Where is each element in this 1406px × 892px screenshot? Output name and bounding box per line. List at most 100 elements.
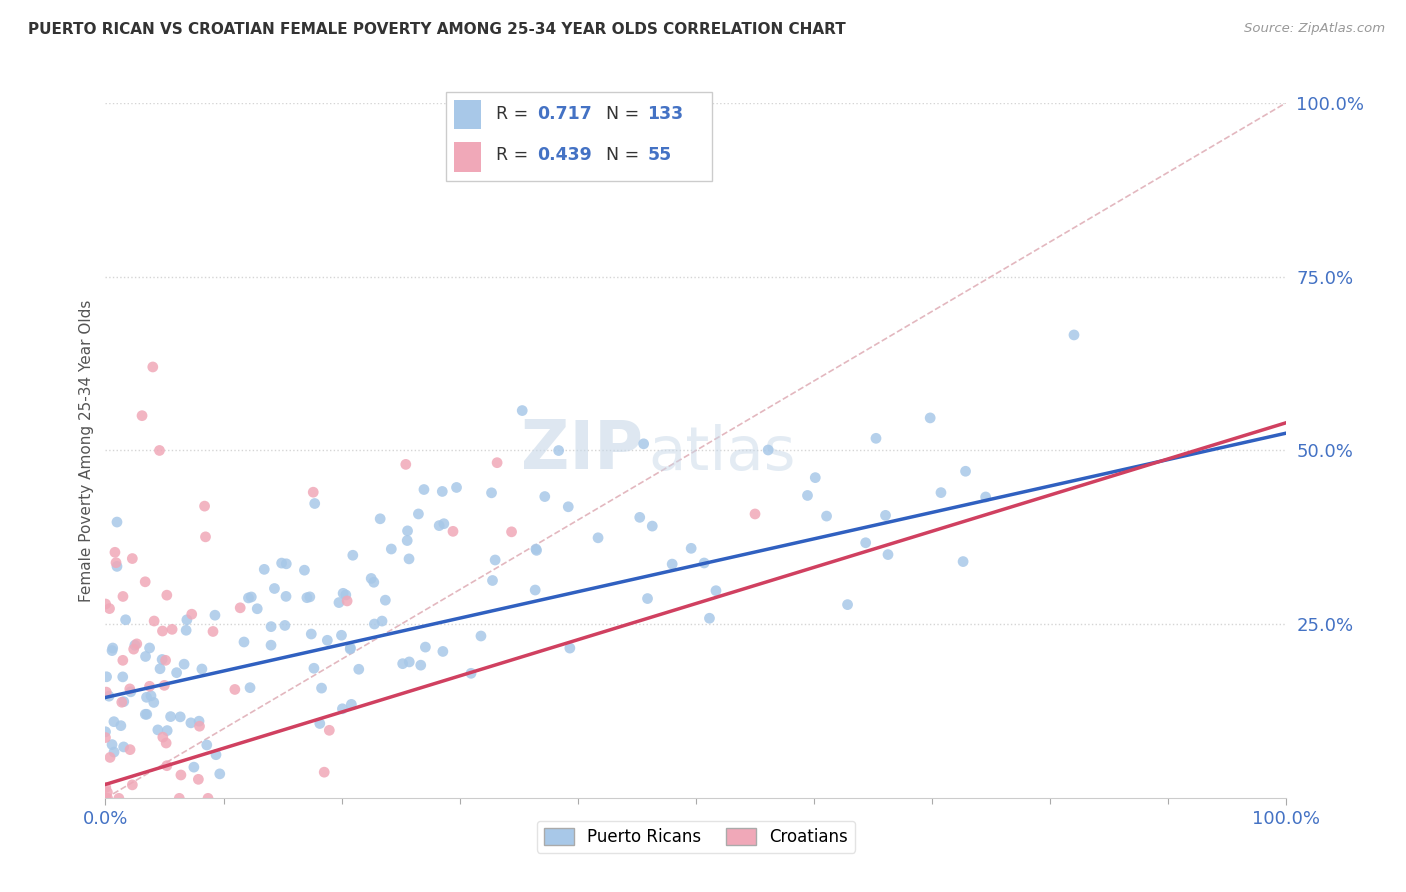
Point — [238, 591, 260, 605]
Point — [637, 591, 659, 606]
Point — [121, 778, 143, 792]
Point — [101, 640, 124, 655]
Point — [142, 695, 165, 709]
Point — [340, 698, 363, 712]
Point — [156, 588, 179, 602]
Point — [194, 530, 217, 544]
Point — [308, 716, 330, 731]
Point — [112, 739, 135, 754]
Point — [138, 679, 160, 693]
FancyBboxPatch shape — [446, 92, 711, 181]
Point — [205, 747, 228, 762]
Point — [815, 509, 838, 524]
Point — [368, 512, 391, 526]
Point — [314, 765, 336, 780]
Point — [149, 662, 172, 676]
Point — [804, 470, 827, 484]
Point — [112, 695, 135, 709]
Text: 133: 133 — [647, 105, 683, 123]
Point — [558, 641, 581, 656]
Point — [398, 655, 420, 669]
FancyBboxPatch shape — [454, 142, 481, 171]
Point — [276, 557, 298, 571]
Point — [191, 662, 214, 676]
Point — [101, 643, 124, 657]
Point — [409, 658, 432, 673]
Point — [98, 601, 121, 615]
Point — [120, 685, 142, 699]
Point — [110, 719, 132, 733]
Point — [197, 791, 219, 805]
Text: ZIP: ZIP — [520, 417, 643, 483]
Point — [121, 551, 143, 566]
Point — [239, 681, 262, 695]
Point — [1063, 327, 1085, 342]
Point — [628, 510, 651, 524]
Point — [105, 515, 128, 529]
Point — [122, 642, 145, 657]
Point — [661, 557, 683, 571]
Point — [94, 780, 117, 795]
Point — [96, 685, 118, 699]
Point — [294, 563, 316, 577]
Point — [295, 591, 318, 605]
Point — [96, 670, 118, 684]
Point — [681, 541, 703, 556]
Point — [374, 593, 396, 607]
Text: 0.439: 0.439 — [537, 146, 592, 164]
Point — [103, 745, 125, 759]
Point — [170, 768, 193, 782]
Point — [460, 666, 482, 681]
Point — [188, 714, 211, 729]
Point — [408, 507, 430, 521]
Point — [391, 657, 413, 671]
Point — [169, 710, 191, 724]
Point — [194, 499, 217, 513]
Point — [152, 730, 174, 744]
Point — [302, 485, 325, 500]
Point — [557, 500, 579, 514]
Point — [142, 359, 165, 374]
Point — [229, 600, 252, 615]
Point — [470, 629, 492, 643]
Point — [233, 635, 256, 649]
Point — [481, 485, 503, 500]
Point — [339, 642, 361, 657]
Point — [524, 542, 547, 557]
Point — [877, 548, 900, 562]
Point — [952, 555, 974, 569]
Point — [143, 614, 166, 628]
Point — [224, 682, 246, 697]
Point — [510, 403, 533, 417]
Point — [929, 485, 952, 500]
Point — [98, 689, 121, 703]
Point — [855, 535, 877, 549]
Point — [135, 649, 157, 664]
Point — [118, 742, 141, 756]
Point — [204, 608, 226, 623]
Point — [274, 618, 297, 632]
Point — [101, 738, 124, 752]
Point — [486, 456, 509, 470]
Point — [114, 613, 136, 627]
Point — [304, 496, 326, 510]
Point — [118, 681, 141, 696]
Point — [187, 772, 209, 787]
Point — [180, 607, 202, 622]
Point — [339, 640, 361, 655]
Text: 55: 55 — [647, 146, 672, 164]
Point — [111, 695, 134, 709]
Point — [183, 760, 205, 774]
Point — [633, 437, 655, 451]
Point — [865, 431, 887, 445]
Point — [104, 545, 127, 559]
Point — [332, 702, 354, 716]
Point — [920, 411, 942, 425]
Point — [174, 624, 197, 638]
Point — [138, 640, 160, 655]
Point — [398, 552, 420, 566]
Point — [955, 464, 977, 478]
Point — [260, 638, 283, 652]
Point — [481, 574, 503, 588]
Point — [155, 653, 177, 667]
